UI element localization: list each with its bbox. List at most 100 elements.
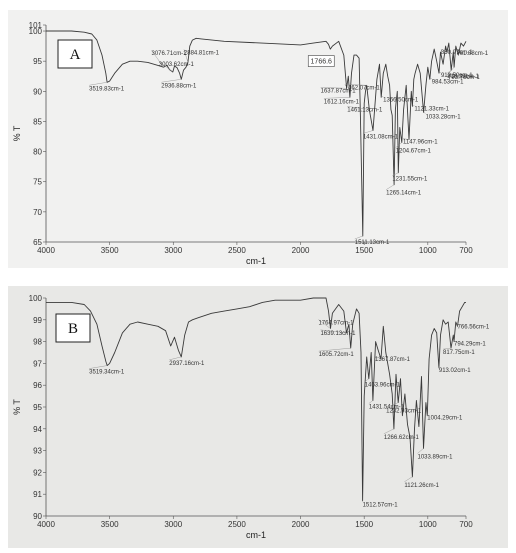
peak-leader-line [392,172,399,176]
peak-leader-line [438,72,442,74]
y-tick-label: 100 [29,294,43,303]
peak-label: 1512.57cm-1 [363,503,399,509]
peak-leader-line [404,476,413,482]
x-tick-label: 4000 [37,246,55,255]
ir-spectrum-panel-a: 4000 3500 3000 2500 2000 1500 1000 700 101 100 95 9… [8,10,508,268]
y-tick-label: 95 [33,57,42,66]
peak-leader-line [447,70,452,74]
panel-label-box [55,313,91,343]
peak-label: 1462.07cm-1 [345,85,381,91]
peak-label: 1204.67cm-1 [396,149,432,155]
x-tick-label: 4000 [37,520,55,529]
peak-label: 3519.34cm-1 [89,370,125,376]
panel-label-text: B [68,321,78,337]
y-tick-label: 97 [33,359,42,368]
x-tick-label: 3000 [164,520,182,529]
peak-label: 2936.88cm-1 [161,83,197,89]
y-tick-label: 101 [29,21,43,30]
y-tick-label: 80 [33,148,42,157]
peak-leader-line [354,235,363,240]
peak-leader-line [323,97,350,99]
peak-leader-line [368,400,374,404]
peak-label: 1764.97cm-1 [318,321,354,327]
peak-label: 850.97cm-1 [441,50,473,56]
y-tick-label: 96 [33,381,42,390]
peak-label: 3003.62cm-1 [159,62,195,68]
peak-leader-line [89,82,108,86]
peak-leader-line [447,67,455,75]
peak-label: 1367.87cm-1 [375,357,411,363]
x-tick-label: 2500 [228,520,246,529]
y-tick-label: 91 [33,490,42,499]
peak-label: 1231.55cm-1 [392,177,428,183]
peak-label: 1265.14cm-1 [386,191,422,197]
y-tick-label: 92 [33,468,42,477]
peak-label: 984.53cm-1 [432,79,464,85]
peak-leader-line [386,402,399,408]
x-axis-title: cm-1 [246,256,266,266]
peak-leader-line [318,319,331,329]
x-tick-label: 3000 [164,246,182,255]
peak-label: 1639.13cm-1 [320,331,356,337]
peak-label: 1033.89cm-1 [418,454,454,460]
peak-leader-line [383,428,394,434]
x-tick-label: 3500 [101,246,119,255]
peak-label: 1033.28cm-1 [426,114,462,120]
x-tick-label: 700 [459,520,473,529]
peak-label: 1637.87cm-1 [321,88,357,94]
y-tick-label: 75 [33,178,42,187]
peak-leader-line [423,112,426,114]
panel-label-box [57,39,93,69]
peak-label: 1431.08cm-1 [363,134,399,140]
peak-leader-line [412,105,415,107]
peak-leader-line [395,142,402,148]
spectrum-line [46,297,466,502]
peak-leader-line [161,79,182,83]
peak-label: 2937.16cm-1 [169,361,205,367]
peak-leader-line [344,84,367,86]
y-tick-label: 99 [33,316,42,325]
peak-leader-line [402,138,410,140]
y-tick-label: 95 [33,403,42,412]
peak-label: 1232.93cm-1 [386,409,422,415]
y-tick-label: 93 [33,447,42,456]
peak-leader-line [442,347,452,350]
y-axis-title: % T [12,125,22,141]
peak-label: 1612.16cm-1 [324,99,360,105]
panel-label-text: A [70,47,81,63]
ir-spectrum-panel-b: 4000 3500 3000 2500 2000 1500 1000 700 100 99 98 97… [8,286,508,548]
peak-label: 1147.96cm-1 [403,140,438,146]
peak-leader-line [158,60,173,73]
y-tick-label: 70 [33,208,42,217]
x-tick-label: 3500 [101,520,119,529]
peak-label: 3076.71cm-1 [152,51,188,57]
peak-leader-line [364,378,369,382]
x-axis-title: cm-1 [246,530,266,540]
boxed-peak-box [307,55,335,67]
peak-leader-line [362,130,374,134]
y-tick-label: 85 [33,117,42,126]
peak-label: 1121.33cm-1 [414,106,449,112]
peak-label: 1461.13cm-1 [347,107,383,113]
x-tick-label: 700 [459,246,473,255]
peak-label: 912.50cm-1 [441,73,473,79]
y-tick-label: 90 [33,512,42,521]
peak-leader-line [417,448,424,454]
y-tick-label: 100 [29,27,43,36]
peak-label: 761.88cm-1 [456,51,488,57]
peak-label: 793.78cm-1 [448,75,480,81]
spectrum-b-chart: 4000 3500 3000 2500 2000 1500 1000 700 100 99 98 97… [12,294,490,540]
peak-leader-line [429,78,432,80]
peak-leader-line [183,49,189,63]
y-tick-label: 94 [33,425,42,434]
y-axis-title: % T [12,399,22,415]
y-tick-label: 65 [33,238,42,247]
peak-leader-line [89,365,108,369]
peak-leader-line [347,106,370,110]
peak-label: 1366.50cm-1 [383,97,419,103]
peak-label: 1004.29cm-1 [427,416,463,422]
peak-leader-line [381,96,384,98]
x-tick-label: 1500 [355,520,373,529]
peak-label: 1463.96cm-1 [365,383,401,389]
